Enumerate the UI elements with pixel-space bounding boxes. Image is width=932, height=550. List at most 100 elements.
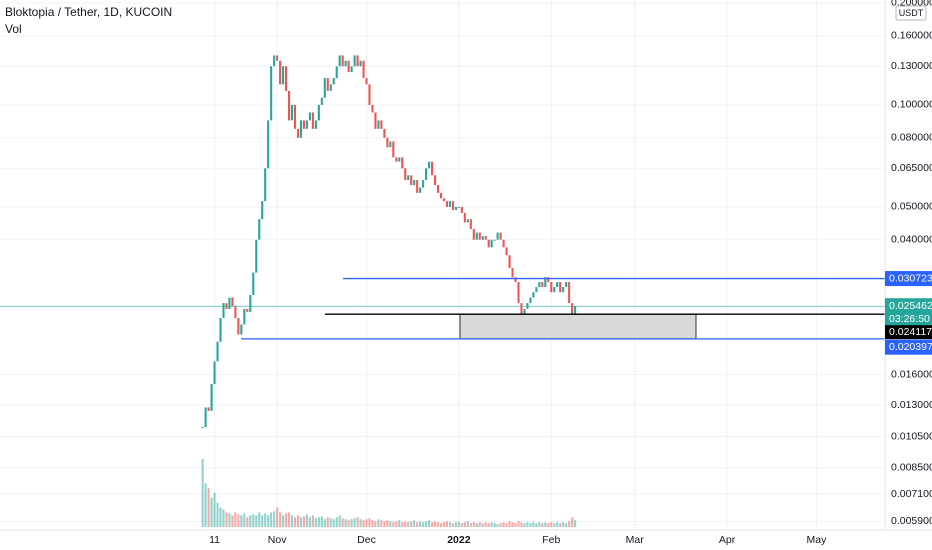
x-tick-label: 2022 (447, 534, 471, 546)
volume-bar (261, 515, 264, 527)
y-tick-label: 0.130000 (891, 60, 932, 72)
candle-body (347, 60, 350, 73)
volume-bar (386, 520, 389, 527)
candle-body (311, 112, 314, 129)
candle-body (377, 120, 380, 129)
candle-body (419, 187, 422, 193)
x-tick-label: Mar (626, 534, 645, 546)
volume-bar (344, 519, 347, 527)
candle-body (243, 308, 246, 325)
last-price-badge-bg (885, 298, 932, 327)
volume-bar (323, 519, 326, 527)
candle-body (434, 175, 437, 186)
volume-bar (264, 513, 267, 527)
volume-bar (243, 513, 246, 527)
currency-label[interactable]: USDT (899, 8, 924, 18)
candle-body (234, 305, 237, 319)
volume-bar (255, 515, 258, 527)
volume-bar (279, 512, 282, 527)
volume-bar (419, 521, 422, 527)
candle-body (386, 137, 389, 148)
candle-body (356, 55, 359, 67)
y-tick-label: 0.008500 (891, 461, 932, 473)
range-zone (459, 313, 697, 340)
volume-bar (380, 520, 383, 527)
candle-body (511, 268, 514, 278)
volume-bar (335, 517, 338, 527)
volume-bar (460, 523, 463, 527)
volume-bar (392, 522, 395, 527)
currency-box[interactable] (895, 5, 927, 21)
candle-body (279, 60, 282, 85)
candle-body (535, 287, 538, 293)
legend-title: Bloktopia / Tether, 1D, KUCOIN (5, 5, 172, 19)
volume-bar (228, 513, 231, 527)
volume-bar (508, 521, 511, 527)
volume-bar (350, 519, 353, 527)
volume-bar (305, 514, 308, 527)
candle-body (285, 66, 288, 91)
volume-bar (210, 497, 213, 527)
candle-body (246, 308, 249, 312)
x-tick-label: Dec (357, 534, 376, 546)
y-tick-label: 0.160000 (891, 30, 932, 42)
volume-bar (436, 522, 440, 527)
volume-bar (511, 522, 514, 527)
volume-bar (472, 522, 475, 527)
candle-body (344, 60, 347, 67)
candle-body (359, 60, 362, 67)
volume-bar (481, 523, 484, 527)
volume-bar (374, 521, 377, 527)
candle-body (276, 55, 279, 61)
candle-body (341, 55, 344, 67)
volume-bar (425, 521, 428, 527)
volume-bar (204, 483, 207, 527)
candle-body (216, 341, 219, 362)
volume-bar (431, 522, 434, 527)
volume-bar (207, 488, 210, 527)
volume-bar (538, 522, 541, 527)
candle-body (293, 104, 297, 129)
volume-bar (317, 517, 320, 527)
candle-body (392, 141, 395, 158)
candle-body (317, 104, 320, 121)
level-badge-label: 0.030723 (889, 272, 932, 284)
volume-bar (475, 523, 478, 527)
volume-bar (234, 512, 237, 527)
volume-bar (359, 519, 362, 527)
candle-body (481, 236, 484, 240)
volume-bar (416, 522, 419, 527)
candle-body (454, 206, 457, 210)
candle-body (556, 282, 559, 288)
volume-bar (287, 512, 291, 527)
volume-bar (559, 523, 562, 527)
candle-body (350, 66, 353, 73)
candle-body (475, 232, 478, 240)
candle-body (305, 120, 308, 129)
volume-bar (535, 523, 538, 527)
volume-bar (454, 522, 457, 527)
candle-body (371, 104, 374, 113)
y-tick-label: 0.010500 (891, 430, 932, 442)
y-tick-label: 0.013000 (891, 399, 932, 411)
volume-bar (547, 523, 550, 527)
candle-body (442, 198, 446, 202)
candle-body (436, 185, 440, 193)
candle-body (308, 112, 311, 121)
candle-body (219, 318, 222, 342)
volume-bar (422, 522, 425, 527)
volume-bar (526, 522, 529, 527)
volume-bar (434, 521, 437, 527)
candle-body (335, 66, 338, 79)
candle-body (529, 297, 532, 304)
candle-body (314, 120, 317, 129)
candle-body (267, 120, 270, 169)
volume-bar (314, 518, 317, 527)
volume-bar (302, 516, 305, 527)
candle-body (282, 66, 285, 85)
volume-bar (401, 522, 404, 527)
volume-bar (201, 459, 204, 527)
candle-body (460, 206, 463, 213)
candle-body (523, 308, 526, 315)
